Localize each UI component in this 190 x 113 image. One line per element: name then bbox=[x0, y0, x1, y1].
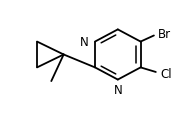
Text: N: N bbox=[113, 83, 122, 96]
Text: Cl: Cl bbox=[160, 67, 172, 80]
Text: Br: Br bbox=[158, 28, 171, 41]
Text: N: N bbox=[80, 36, 89, 49]
